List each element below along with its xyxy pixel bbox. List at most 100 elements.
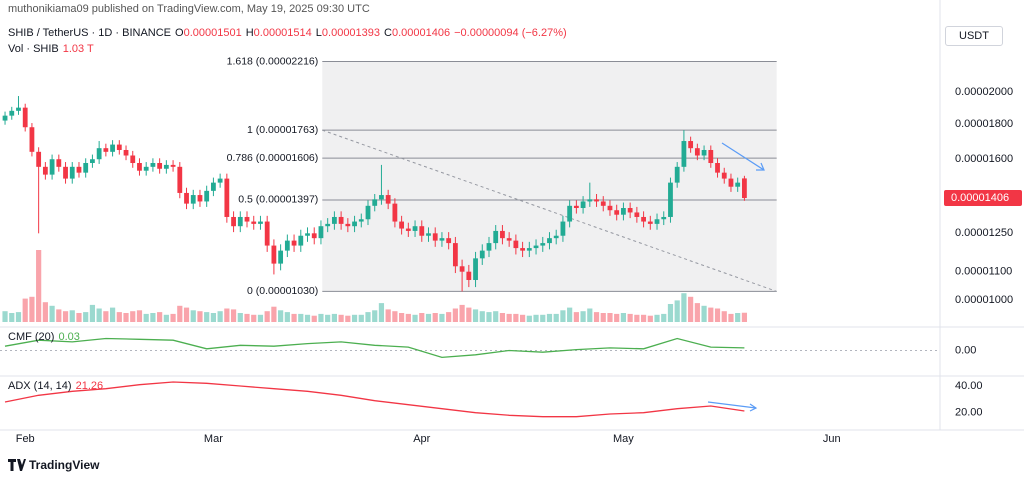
- volume-bar: [224, 308, 230, 322]
- volume-bar: [143, 313, 149, 322]
- volume-bar: [284, 312, 290, 322]
- volume-bar: [378, 303, 385, 322]
- volume-bar: [587, 308, 593, 322]
- change: −0.00000094 (−6.27%): [454, 27, 567, 39]
- y-tick-label: 40.00: [955, 380, 983, 392]
- volume-bar: [76, 313, 82, 322]
- candle-body: [42, 166, 48, 175]
- candle-body: [668, 182, 673, 217]
- indicator-line: [4, 337, 745, 359]
- volume-bar: [2, 311, 8, 322]
- volume-bar: [654, 314, 660, 322]
- candle-body: [298, 235, 304, 246]
- candle-body: [311, 233, 317, 239]
- volume-bar: [493, 311, 499, 322]
- candle-body: [500, 230, 505, 239]
- candle-body: [654, 219, 660, 224]
- ohlc-letter: L: [315, 27, 322, 39]
- volume-bar: [560, 310, 566, 322]
- candle-body: [526, 248, 532, 251]
- indicator-value: 0.03: [58, 331, 80, 343]
- candle-body: [681, 141, 687, 167]
- volume-value: 1.03 T: [62, 43, 94, 55]
- candle-body: [184, 192, 189, 204]
- candle-body: [432, 233, 438, 241]
- ohlc-letter: H: [245, 27, 254, 39]
- ohlc-value: 0.00001393: [321, 27, 381, 39]
- volume-bar: [170, 313, 176, 322]
- candle-layer: [2, 96, 747, 292]
- volume-bar: [392, 311, 398, 322]
- candle-body: [352, 221, 357, 227]
- volume-bar: [42, 302, 48, 322]
- candle-body: [143, 166, 149, 171]
- volume-bar: [714, 308, 721, 322]
- y-tick-label: 0.00001100: [955, 266, 1012, 278]
- volume-bar: [251, 314, 257, 322]
- volume-bar: [546, 313, 553, 322]
- x-tick-label: Apr: [413, 433, 430, 445]
- x-tick-label: Feb: [16, 433, 35, 445]
- volume-bar: [499, 313, 506, 322]
- candle-body: [157, 163, 163, 169]
- publisher: muthonikiama09 published on TradingView.…: [8, 3, 370, 15]
- candle-body: [547, 238, 552, 244]
- volume-bar: [688, 296, 694, 322]
- volume-bar: [425, 313, 432, 322]
- volume-bar: [446, 312, 452, 322]
- volume-bar: [83, 312, 89, 322]
- candle-body: [224, 178, 230, 217]
- volume-bar: [136, 310, 143, 322]
- volume-layer: [2, 250, 748, 322]
- volume-bar: [735, 313, 741, 322]
- volume-bar: [452, 308, 458, 322]
- x-tick-label: Jun: [823, 433, 841, 445]
- volume-bar: [15, 312, 22, 322]
- volume-bar: [681, 293, 687, 322]
- candle-body: [365, 205, 371, 220]
- candle-body: [405, 228, 411, 231]
- ohlc-value: 0.00001406: [391, 27, 451, 39]
- candle-body: [190, 195, 196, 204]
- volume-bar: [89, 304, 96, 322]
- fib-label: 0 (0.00001030): [247, 285, 318, 297]
- candle-body: [258, 221, 263, 224]
- volume-bar: [9, 313, 15, 322]
- volume-bar: [345, 315, 351, 322]
- candle-body: [506, 238, 512, 241]
- y-tick-label: 20.00: [955, 407, 983, 419]
- y-tick-label: 0.00001000: [955, 294, 1013, 306]
- candle-body: [29, 127, 35, 152]
- candle-body: [325, 223, 331, 227]
- indicator-line: [4, 381, 745, 418]
- volume-bar: [358, 314, 364, 322]
- candle-body: [177, 166, 183, 193]
- volume-bar: [708, 307, 714, 322]
- volume-bar: [472, 309, 479, 322]
- candle-body: [634, 212, 640, 217]
- candle-body: [22, 107, 28, 128]
- volume-bar: [257, 314, 264, 322]
- volume-bar: [600, 313, 606, 322]
- candle-body: [9, 110, 15, 116]
- fib-layer: 1.618 (0.00002216) 1 (0.00001763) 0.786 (0…: [227, 55, 777, 297]
- volume-bar: [351, 314, 358, 322]
- candle-body: [271, 245, 277, 264]
- volume-bar: [278, 310, 284, 322]
- candle-body: [170, 164, 176, 167]
- volume-bar: [607, 313, 613, 322]
- candle-body: [36, 151, 42, 167]
- candle-body: [473, 258, 478, 280]
- candle-body: [661, 216, 667, 220]
- candle-body: [231, 216, 236, 227]
- volume-bar: [204, 312, 210, 322]
- volume-bar: [593, 312, 600, 322]
- currency-button[interactable]: USDT: [945, 26, 1003, 46]
- volume-bar: [405, 313, 411, 322]
- volume-bar: [69, 310, 75, 322]
- volume-bar: [123, 313, 129, 322]
- candle-body: [607, 205, 613, 211]
- candle-body: [621, 208, 626, 215]
